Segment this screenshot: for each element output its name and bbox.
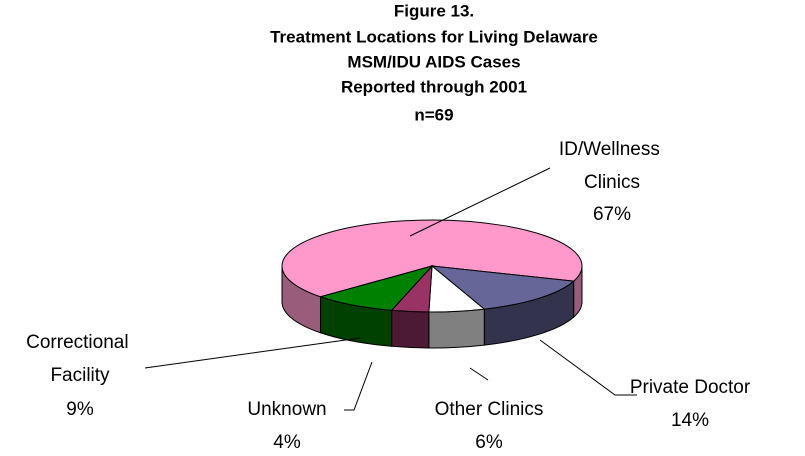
title-line: MSM/IDU AIDS Cases (347, 52, 520, 71)
leader-line (409, 167, 551, 237)
pie-slice (430, 265, 575, 310)
title-line: Reported through 2001 (341, 77, 527, 96)
pie (281, 219, 583, 349)
pie-slice (318, 265, 434, 311)
value-label: 6% (475, 432, 503, 453)
category-label: Other Clinics (435, 399, 544, 420)
value-label: 4% (273, 432, 301, 453)
leader-line (144, 337, 361, 369)
leader-line (344, 361, 373, 411)
labels: ID/Wellness Clinics 67% Private Doctor 14% O… (26, 139, 751, 453)
title-line: Treatment Locations for Living Delaware (270, 27, 598, 46)
leader-line (469, 367, 489, 381)
category-label: ID/Wellness Clinics (559, 139, 665, 193)
pie-side (391, 309, 430, 349)
title-block: Figure 13. Treatment Locations for Living… (270, 1, 598, 124)
title-line: n=69 (414, 105, 453, 124)
category-label: Unknown (247, 399, 326, 420)
title-line: Figure 13. (394, 1, 474, 20)
value-label: 14% (671, 410, 709, 431)
leader-line (539, 339, 637, 396)
pie-slice (281, 219, 583, 298)
value-label: 9% (66, 399, 94, 420)
pie-side (428, 308, 485, 349)
category-label: Private Doctor (630, 377, 751, 398)
category-label: Correctional Facility (26, 332, 134, 386)
value-label: 67% (593, 204, 631, 225)
